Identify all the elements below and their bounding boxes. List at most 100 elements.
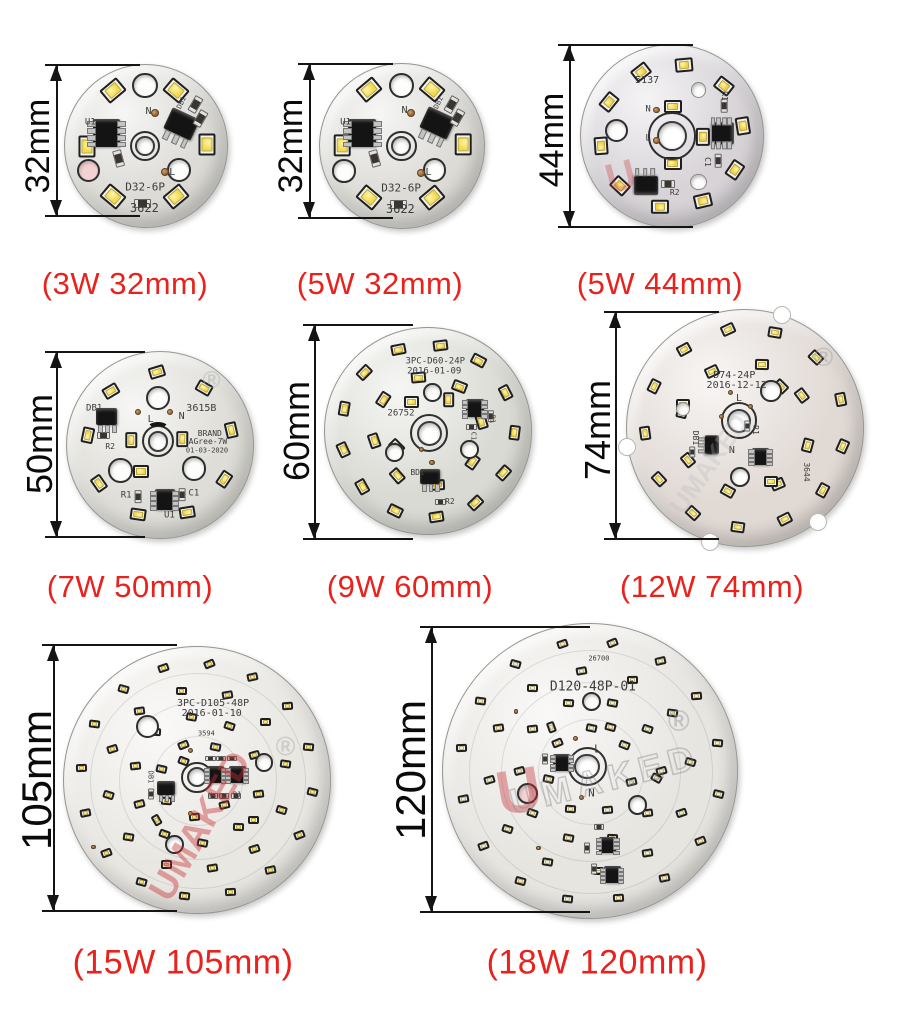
solder-dot [91, 844, 97, 850]
led-phosphor [125, 835, 132, 840]
smd-resistor [434, 498, 447, 505]
dimension-arrowhead [50, 200, 62, 216]
led-phosphor [296, 833, 303, 839]
dimension-tick [298, 217, 393, 219]
ic-pin [549, 759, 557, 764]
ic-pin [342, 121, 352, 127]
mounting-hole [388, 72, 414, 98]
smd-resistor [593, 824, 605, 831]
led-phosphor [693, 694, 700, 699]
silkscreen-text: D74-24P [713, 369, 756, 381]
led-phosphor [729, 163, 742, 177]
led-phosphor [278, 808, 285, 814]
led-phosphor [529, 727, 536, 732]
led-phosphor [178, 689, 185, 694]
led-chip [612, 893, 624, 903]
mounting-hole [760, 380, 782, 402]
ic-pin [721, 117, 727, 125]
ic-pin [461, 409, 469, 414]
led-phosphor [667, 102, 679, 111]
ic-body [465, 398, 485, 418]
triac-leg [418, 128, 428, 141]
ic-body [154, 489, 175, 510]
ic-pin [600, 871, 607, 876]
silkscreen-text: L [425, 167, 432, 179]
led-chip [176, 431, 189, 448]
led-phosphor [103, 850, 110, 856]
silkscreen-text: N [588, 786, 595, 800]
led-phosphor [771, 329, 780, 336]
led-chip [178, 504, 197, 520]
mounting-hole [675, 401, 691, 417]
smd-resistor [134, 198, 152, 208]
ic-pin [710, 117, 716, 125]
ic-pin [87, 135, 97, 141]
triac-leg [422, 484, 427, 492]
edge-notch [701, 532, 720, 551]
mounting-hole [145, 385, 171, 411]
led-phosphor [565, 836, 571, 841]
led-chip [575, 665, 588, 676]
led-chip [456, 744, 468, 753]
dimension-label: 32mm [19, 98, 57, 194]
dimension-arrow [314, 325, 316, 539]
led-phosphor [340, 404, 349, 414]
led-phosphor [621, 742, 628, 748]
dimension-arrowhead [50, 352, 62, 368]
led-phosphor [151, 368, 163, 378]
led-phosphor [596, 140, 606, 152]
solder-dot [429, 459, 435, 465]
led-phosphor [588, 725, 595, 731]
ic-pin [567, 755, 574, 760]
ic-pin [171, 491, 179, 496]
ic-pin [372, 121, 382, 127]
silkscreen-text: U1 [163, 510, 175, 520]
led-chip [730, 521, 746, 534]
ic-pin [613, 850, 620, 855]
smd-resistor [661, 180, 676, 188]
led-phosphor [407, 398, 416, 405]
silkscreen-text: R1 [488, 414, 497, 423]
center-hole-ring [720, 402, 758, 440]
led-chip [198, 133, 216, 156]
led-chip [431, 338, 449, 353]
silkscreen-text: 3622 [385, 202, 415, 217]
silkscreen-text: L [169, 167, 176, 179]
led-chip [834, 391, 848, 407]
solder-dot [419, 447, 425, 453]
dimension-tick [42, 910, 177, 912]
dimension-label: 120mm [387, 699, 434, 841]
led-chip [175, 687, 187, 696]
solder-dot [728, 389, 734, 395]
smd-resistor [205, 755, 216, 762]
triac-body [157, 781, 176, 796]
led-phosphor [390, 506, 401, 516]
led-phosphor [678, 811, 685, 816]
ic-pin [567, 767, 574, 772]
ic-body [603, 866, 621, 883]
ic-pin [150, 506, 158, 511]
ic-pin [549, 755, 557, 760]
ic-pin [595, 837, 603, 843]
silkscreen-text: L [594, 742, 601, 756]
dimension-tick [45, 351, 145, 353]
solder-dot [187, 748, 193, 753]
board-caption: (7W 50mm) [46, 569, 214, 604]
ic-pin [766, 453, 773, 458]
silkscreen-text: N [178, 410, 185, 422]
led-chip [232, 823, 244, 832]
dimension-tick [45, 215, 140, 217]
mounting-hole [627, 795, 647, 815]
smd-resistor [689, 446, 696, 458]
board-group: D32-6P 3622 U1 N L DB1 [64, 64, 228, 228]
smd-resistor [218, 793, 230, 799]
dimension-arrowhead [609, 312, 621, 328]
board-caption: (12W 74mm) [619, 569, 805, 604]
dimension-arrowhead [563, 45, 575, 61]
smd-resistor [714, 153, 722, 168]
ic-pin [613, 842, 620, 847]
triac-leg [171, 795, 176, 802]
ic-pin [87, 128, 97, 134]
mounting-hole [76, 158, 101, 183]
led-phosphor [644, 851, 651, 856]
